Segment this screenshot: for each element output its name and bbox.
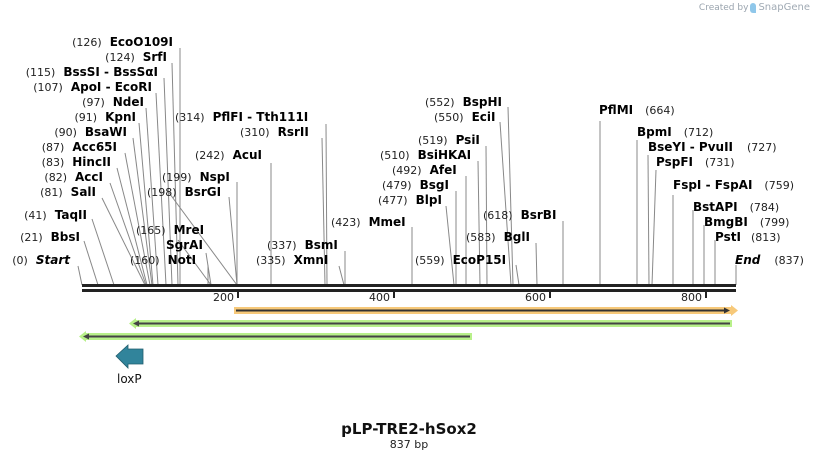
loxp-label: loxP bbox=[117, 372, 142, 386]
enzyme-label[interactable]: (81) SalI bbox=[40, 185, 96, 199]
enzyme-label[interactable]: (519) PsiI bbox=[418, 133, 480, 147]
enzyme-leader-lines bbox=[77, 48, 737, 286]
enzyme-label[interactable]: (310) RsrII bbox=[240, 125, 309, 139]
enzyme-label[interactable]: (335) XmnI bbox=[256, 253, 328, 267]
enzyme-label[interactable]: (314) PflFI - Tth111I bbox=[175, 110, 308, 124]
enzyme-label[interactable]: (160) NotI bbox=[130, 253, 196, 267]
enzyme-label[interactable]: PstI (813) bbox=[715, 230, 781, 244]
credit-brand: SnapGene bbox=[758, 2, 810, 13]
snapgene-logo-icon bbox=[750, 2, 757, 13]
enzyme-label[interactable]: BseYI - PvuII (727) bbox=[648, 140, 777, 154]
enzyme-label[interactable]: (242) AcuI bbox=[195, 148, 262, 162]
start-label: (0) Start bbox=[12, 253, 71, 267]
enzyme-label[interactable]: BpmI (712) bbox=[637, 125, 713, 139]
feature-orange-orf[interactable] bbox=[234, 305, 738, 316]
enzyme-label[interactable]: (559) EcoP15I bbox=[415, 253, 506, 267]
enzyme-label[interactable]: SgrAI bbox=[166, 238, 203, 252]
sequence-bottom-strand bbox=[82, 289, 736, 292]
enzyme-label[interactable]: (126) EcoO109I bbox=[72, 35, 173, 49]
enzyme-label[interactable]: (83) HincII bbox=[42, 155, 111, 169]
enzyme-label[interactable]: (90) BsaWI bbox=[54, 125, 127, 139]
snapgene-credit: Created by SnapGene bbox=[699, 2, 810, 13]
enzyme-labels-left: (126) EcoO109I (124) SrfI (115) BssSI - Bss… bbox=[12, 35, 173, 267]
enzyme-label[interactable]: (618) BsrBI bbox=[483, 208, 556, 222]
tick-label: 400 bbox=[369, 291, 390, 304]
feature-green-orf-2[interactable] bbox=[79, 331, 472, 342]
tick-label: 800 bbox=[681, 291, 702, 304]
enzyme-label[interactable]: (21) BbsI bbox=[20, 230, 80, 244]
enzyme-label[interactable]: (115) BssSI - BssSαI bbox=[26, 65, 158, 79]
tick-label: 600 bbox=[525, 291, 546, 304]
enzyme-label[interactable]: (337) BsmI bbox=[267, 238, 338, 252]
enzyme-labels-center: (552) BspHI (550) EciI (519) PsiI (510) BsiH… bbox=[378, 95, 556, 267]
enzyme-label[interactable]: BmgBI (799) bbox=[704, 215, 789, 229]
tick-label: 200 bbox=[213, 291, 234, 304]
enzyme-label[interactable]: (82) AccI bbox=[44, 170, 103, 184]
enzyme-label[interactable]: (479) BsgI bbox=[382, 178, 449, 192]
enzyme-label[interactable]: BstAPI (784) bbox=[693, 200, 779, 214]
enzyme-label[interactable]: (91) KpnI bbox=[75, 110, 137, 124]
enzyme-label[interactable]: (583) BglI bbox=[466, 230, 530, 244]
enzyme-label[interactable]: (87) Acc65I bbox=[42, 140, 117, 154]
enzyme-label[interactable]: PflMI (664) bbox=[599, 103, 675, 117]
construct-length: 837 bp bbox=[389, 438, 429, 451]
enzyme-label[interactable]: (199) NspI bbox=[162, 170, 230, 184]
credit-prefix: Created by bbox=[698, 2, 749, 13]
enzyme-labels-right: PflMI (664) BpmI (712) BseYI - PvuII (727) … bbox=[599, 103, 804, 267]
enzyme-label[interactable]: (423) MmeI bbox=[331, 215, 406, 229]
enzyme-label[interactable]: FspI - FspAI (759) bbox=[673, 178, 794, 192]
enzyme-label[interactable]: (492) AfeI bbox=[392, 163, 457, 177]
enzyme-label[interactable]: PspFI (731) bbox=[656, 155, 735, 169]
construct-title: pLP-TRE2-hSox2 bbox=[341, 420, 477, 438]
feature-green-orf-1[interactable] bbox=[129, 318, 732, 329]
enzyme-label[interactable]: (41) TaqII bbox=[24, 208, 87, 222]
enzyme-labels-mid: (314) PflFI - Tth111I (310) RsrII (242) Acu… bbox=[130, 110, 406, 267]
feature-loxp[interactable] bbox=[115, 344, 144, 369]
enzyme-label[interactable]: (477) BlpI bbox=[378, 193, 442, 207]
enzyme-label[interactable]: (107) ApoI - EcoRI bbox=[33, 80, 152, 94]
enzyme-label[interactable]: (550) EciI bbox=[434, 110, 495, 124]
enzyme-label[interactable]: (124) SrfI bbox=[105, 50, 167, 64]
sequence-top-strand bbox=[82, 284, 736, 287]
enzyme-label[interactable]: (198) BsrGI bbox=[147, 185, 221, 199]
enzyme-label[interactable]: (165) MreI bbox=[136, 223, 204, 237]
enzyme-label[interactable]: (510) BsiHKAI bbox=[380, 148, 471, 162]
enzyme-label[interactable]: (97) NdeI bbox=[82, 95, 144, 109]
end-label: End (837) bbox=[735, 253, 804, 267]
enzyme-label[interactable]: (552) BspHI bbox=[425, 95, 502, 109]
axis-ticks: 200 400 600 800 bbox=[213, 291, 707, 304]
